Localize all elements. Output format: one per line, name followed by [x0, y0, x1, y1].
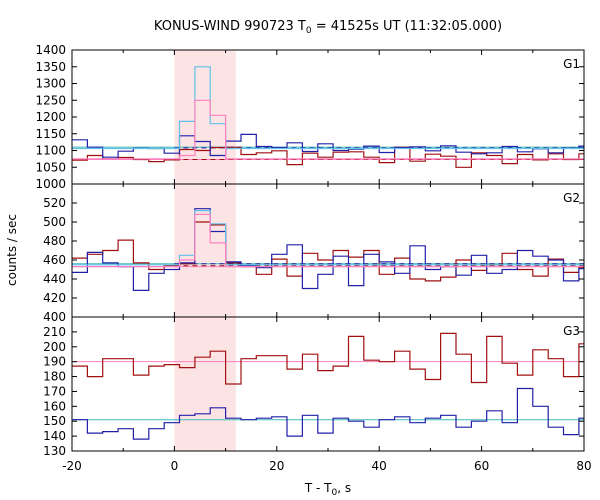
- y-axis-label: counts / sec: [5, 214, 19, 286]
- y-tick-label: 150: [43, 414, 66, 428]
- y-tick-label: 200: [43, 340, 66, 354]
- y-tick-label: 480: [43, 234, 66, 248]
- y-tick-label: 190: [43, 355, 66, 369]
- y-tick-label: 500: [43, 215, 66, 229]
- frame-layer: 100010501100115012001250130013501400G140…: [35, 43, 591, 473]
- series-red-step-line: [72, 221, 584, 282]
- series-blue-step-line: [72, 208, 584, 291]
- series-red-step-line: [72, 146, 584, 168]
- panel-frame: [71, 316, 585, 452]
- series-pink-step-line: [72, 99, 584, 160]
- y-tick-label: 1300: [35, 77, 66, 91]
- y-tick-label: 1350: [35, 60, 66, 74]
- series-cyan-step-line: [72, 210, 584, 266]
- y-tick-label: 400: [43, 310, 66, 324]
- series-blue-step-line: [72, 133, 584, 158]
- x-tick-label: 80: [576, 459, 591, 473]
- y-tick-label: 1050: [35, 160, 66, 174]
- data-layer: [72, 66, 584, 440]
- x-axis-label-rest: , s: [337, 481, 351, 495]
- x-tick-label: 0: [171, 459, 179, 473]
- series-red-step-line: [72, 332, 584, 385]
- x-tick-label: 60: [474, 459, 489, 473]
- y-tick-label: 1100: [35, 144, 66, 158]
- x-tick-label: -20: [62, 459, 82, 473]
- y-tick-label: 1250: [35, 93, 66, 107]
- y-tick-label: 1150: [35, 127, 66, 141]
- x-tick-label: 40: [372, 459, 387, 473]
- highlight-band: [174, 50, 236, 451]
- background-layer: [174, 50, 236, 451]
- y-tick-label: 1200: [35, 110, 66, 124]
- y-tick-label: 140: [43, 429, 66, 443]
- y-tick-label: 210: [43, 325, 66, 339]
- y-tick-label: 1400: [35, 43, 66, 57]
- y-tick-label: 1000: [35, 177, 66, 191]
- panel-2: [72, 208, 584, 291]
- panel-1: [72, 66, 584, 168]
- y-tick-label: 460: [43, 253, 66, 267]
- series-pink-step-line: [72, 213, 584, 268]
- chart-title-subscript: 0: [306, 26, 312, 36]
- y-tick-label: 440: [43, 272, 66, 286]
- x-axis-label-subscript: 0: [332, 488, 338, 498]
- x-tick-label: 20: [269, 459, 284, 473]
- y-tick-label: 180: [43, 370, 66, 384]
- chart-title-rest: = 41525s UT (11:32:05.000): [312, 19, 502, 34]
- panel-label: G1: [563, 57, 580, 71]
- y-tick-label: 170: [43, 384, 66, 398]
- panel-label: G3: [563, 324, 580, 338]
- series-cyan-step-line: [72, 66, 584, 150]
- panel-frame: [71, 183, 585, 318]
- y-tick-label: 520: [43, 196, 66, 210]
- y-tick-label: 160: [43, 399, 66, 413]
- x-axis-label: T - T0, s: [304, 481, 351, 498]
- panel-3: [72, 332, 584, 440]
- series-blue-step-line: [72, 387, 584, 440]
- y-tick-label: 420: [43, 291, 66, 305]
- panel-label: G2: [563, 191, 580, 205]
- chart-title: KONUS-WIND 990723 T0 = 41525s UT (11:32:…: [154, 19, 502, 36]
- y-tick-label: 130: [43, 444, 66, 458]
